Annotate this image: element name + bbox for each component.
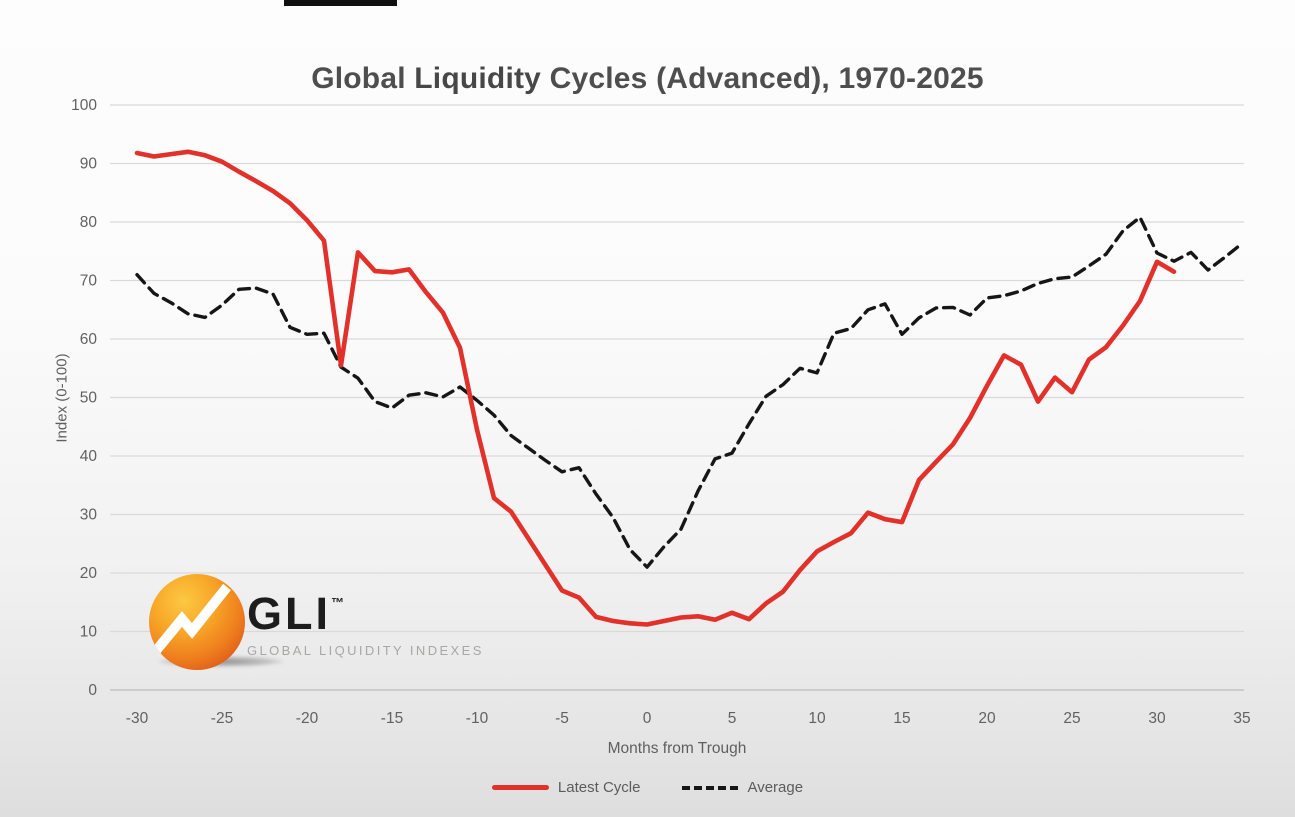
y-tick-label-90: 90 (80, 156, 98, 173)
x-tick-label--25: -25 (211, 710, 233, 727)
y-tick-label-50: 50 (80, 390, 98, 407)
x-tick-label-0: 0 (643, 710, 652, 727)
y-tick-label-0: 0 (88, 682, 97, 699)
top-edge-bar (284, 0, 397, 6)
series-line-latest-cycle (134, 149, 1177, 627)
series-line-average (135, 215, 1244, 569)
y-tick-label-60: 60 (80, 331, 98, 348)
chart-title-part2: Liquidity (414, 62, 542, 96)
x-tick-label-10: 10 (808, 710, 826, 727)
x-axis-title: Months from Trough (607, 740, 747, 757)
solid-red-line-swatch-icon (491, 785, 549, 790)
x-tick-label-20: 20 (978, 710, 996, 727)
x-tick-label-25: 25 (1063, 710, 1080, 727)
y-axis-title: Index (0-100) (53, 353, 71, 443)
x-tick-label-15: 15 (893, 710, 910, 727)
x-tick-label--10: -10 (466, 710, 489, 727)
gli-logo-tagline: GLOBAL LIQUIDITY INDEXES (247, 643, 484, 658)
y-tick-label-100: 100 (71, 97, 97, 114)
chart-title-part3: Cycles (Advanced), 1970-2025 (541, 62, 984, 96)
legend-label-average: Average (747, 779, 804, 796)
y-tick-label-20: 20 (80, 565, 98, 582)
x-tick-label--30: -30 (126, 710, 149, 727)
gli-wordmark: GLI (247, 588, 331, 639)
legend-item-latest-cycle: Latest Cycle (491, 779, 641, 796)
y-tick-label-10: 10 (80, 624, 98, 641)
dashed-black-line-swatch-icon (682, 785, 739, 790)
gli-logo-text: GLI™ GLOBAL LIQUIDITY INDEXES (247, 591, 484, 658)
legend-item-average: Average (682, 779, 803, 796)
y-tick-label-40: 40 (80, 448, 98, 465)
gli-logo-name: GLI™ (247, 591, 484, 636)
x-tick-label-30: 30 (1148, 710, 1166, 727)
trademark-symbol: ™ (331, 595, 344, 610)
chart-title-part1: Global (311, 62, 415, 96)
legend-label-latest-cycle: Latest Cycle (557, 779, 641, 796)
trend-zigzag-icon (151, 583, 231, 656)
x-tick-label-35: 35 (1233, 710, 1250, 727)
chart-title: Global Liquidity Cycles (Advanced), 1970… (0, 62, 1295, 96)
x-tick-label--5: -5 (555, 710, 569, 727)
y-tick-label-70: 70 (80, 273, 98, 290)
y-tick-label-30: 30 (80, 507, 98, 524)
chart-legend: Latest Cycle Average (0, 779, 1295, 796)
gli-logo-ball (149, 574, 245, 670)
y-tick-label-80: 80 (80, 214, 98, 231)
x-tick-label--15: -15 (381, 710, 403, 727)
x-tick-label-5: 5 (728, 710, 737, 727)
x-tick-label--20: -20 (296, 710, 319, 727)
